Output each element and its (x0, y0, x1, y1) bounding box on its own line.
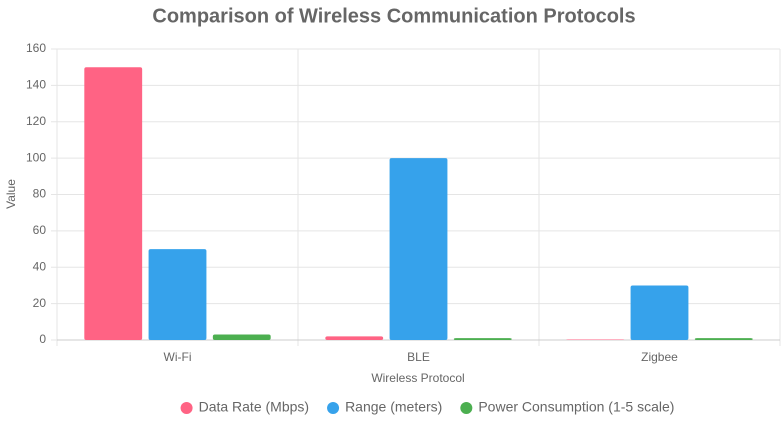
y-tick-label: 160 (26, 41, 46, 55)
bar (453, 338, 512, 340)
legend-marker (327, 402, 340, 414)
bar (84, 67, 143, 340)
y-tick-label: 0 (39, 332, 46, 346)
y-tick-label: 140 (26, 78, 46, 92)
y-tick-label: 80 (33, 187, 47, 201)
x-axis-label: Wireless Protocol (371, 371, 464, 385)
legend-label: Data Rate (Mbps) (199, 399, 309, 415)
legend-marker (180, 402, 193, 414)
y-axis-label: Value (4, 179, 18, 209)
bar (630, 285, 689, 340)
bar (212, 334, 271, 340)
legend-label: Range (meters) (345, 399, 442, 415)
chart-title: Comparison of Wireless Communication Pro… (152, 5, 635, 27)
y-tick-label: 40 (33, 259, 47, 273)
y-tick-label: 60 (33, 223, 47, 237)
legend-label: Power Consumption (1-5 scale) (478, 399, 674, 415)
x-tick-label: Wi-Fi (164, 350, 192, 364)
legend-marker (460, 402, 473, 414)
bar (148, 249, 207, 340)
y-tick-label: 20 (33, 296, 47, 310)
bar (325, 336, 384, 340)
y-tick-label: 120 (26, 114, 46, 128)
bar (694, 338, 753, 340)
x-tick-label: Zigbee (641, 350, 678, 364)
bar (389, 158, 448, 340)
y-tick-label: 100 (26, 150, 46, 164)
x-tick-label: BLE (407, 350, 430, 364)
